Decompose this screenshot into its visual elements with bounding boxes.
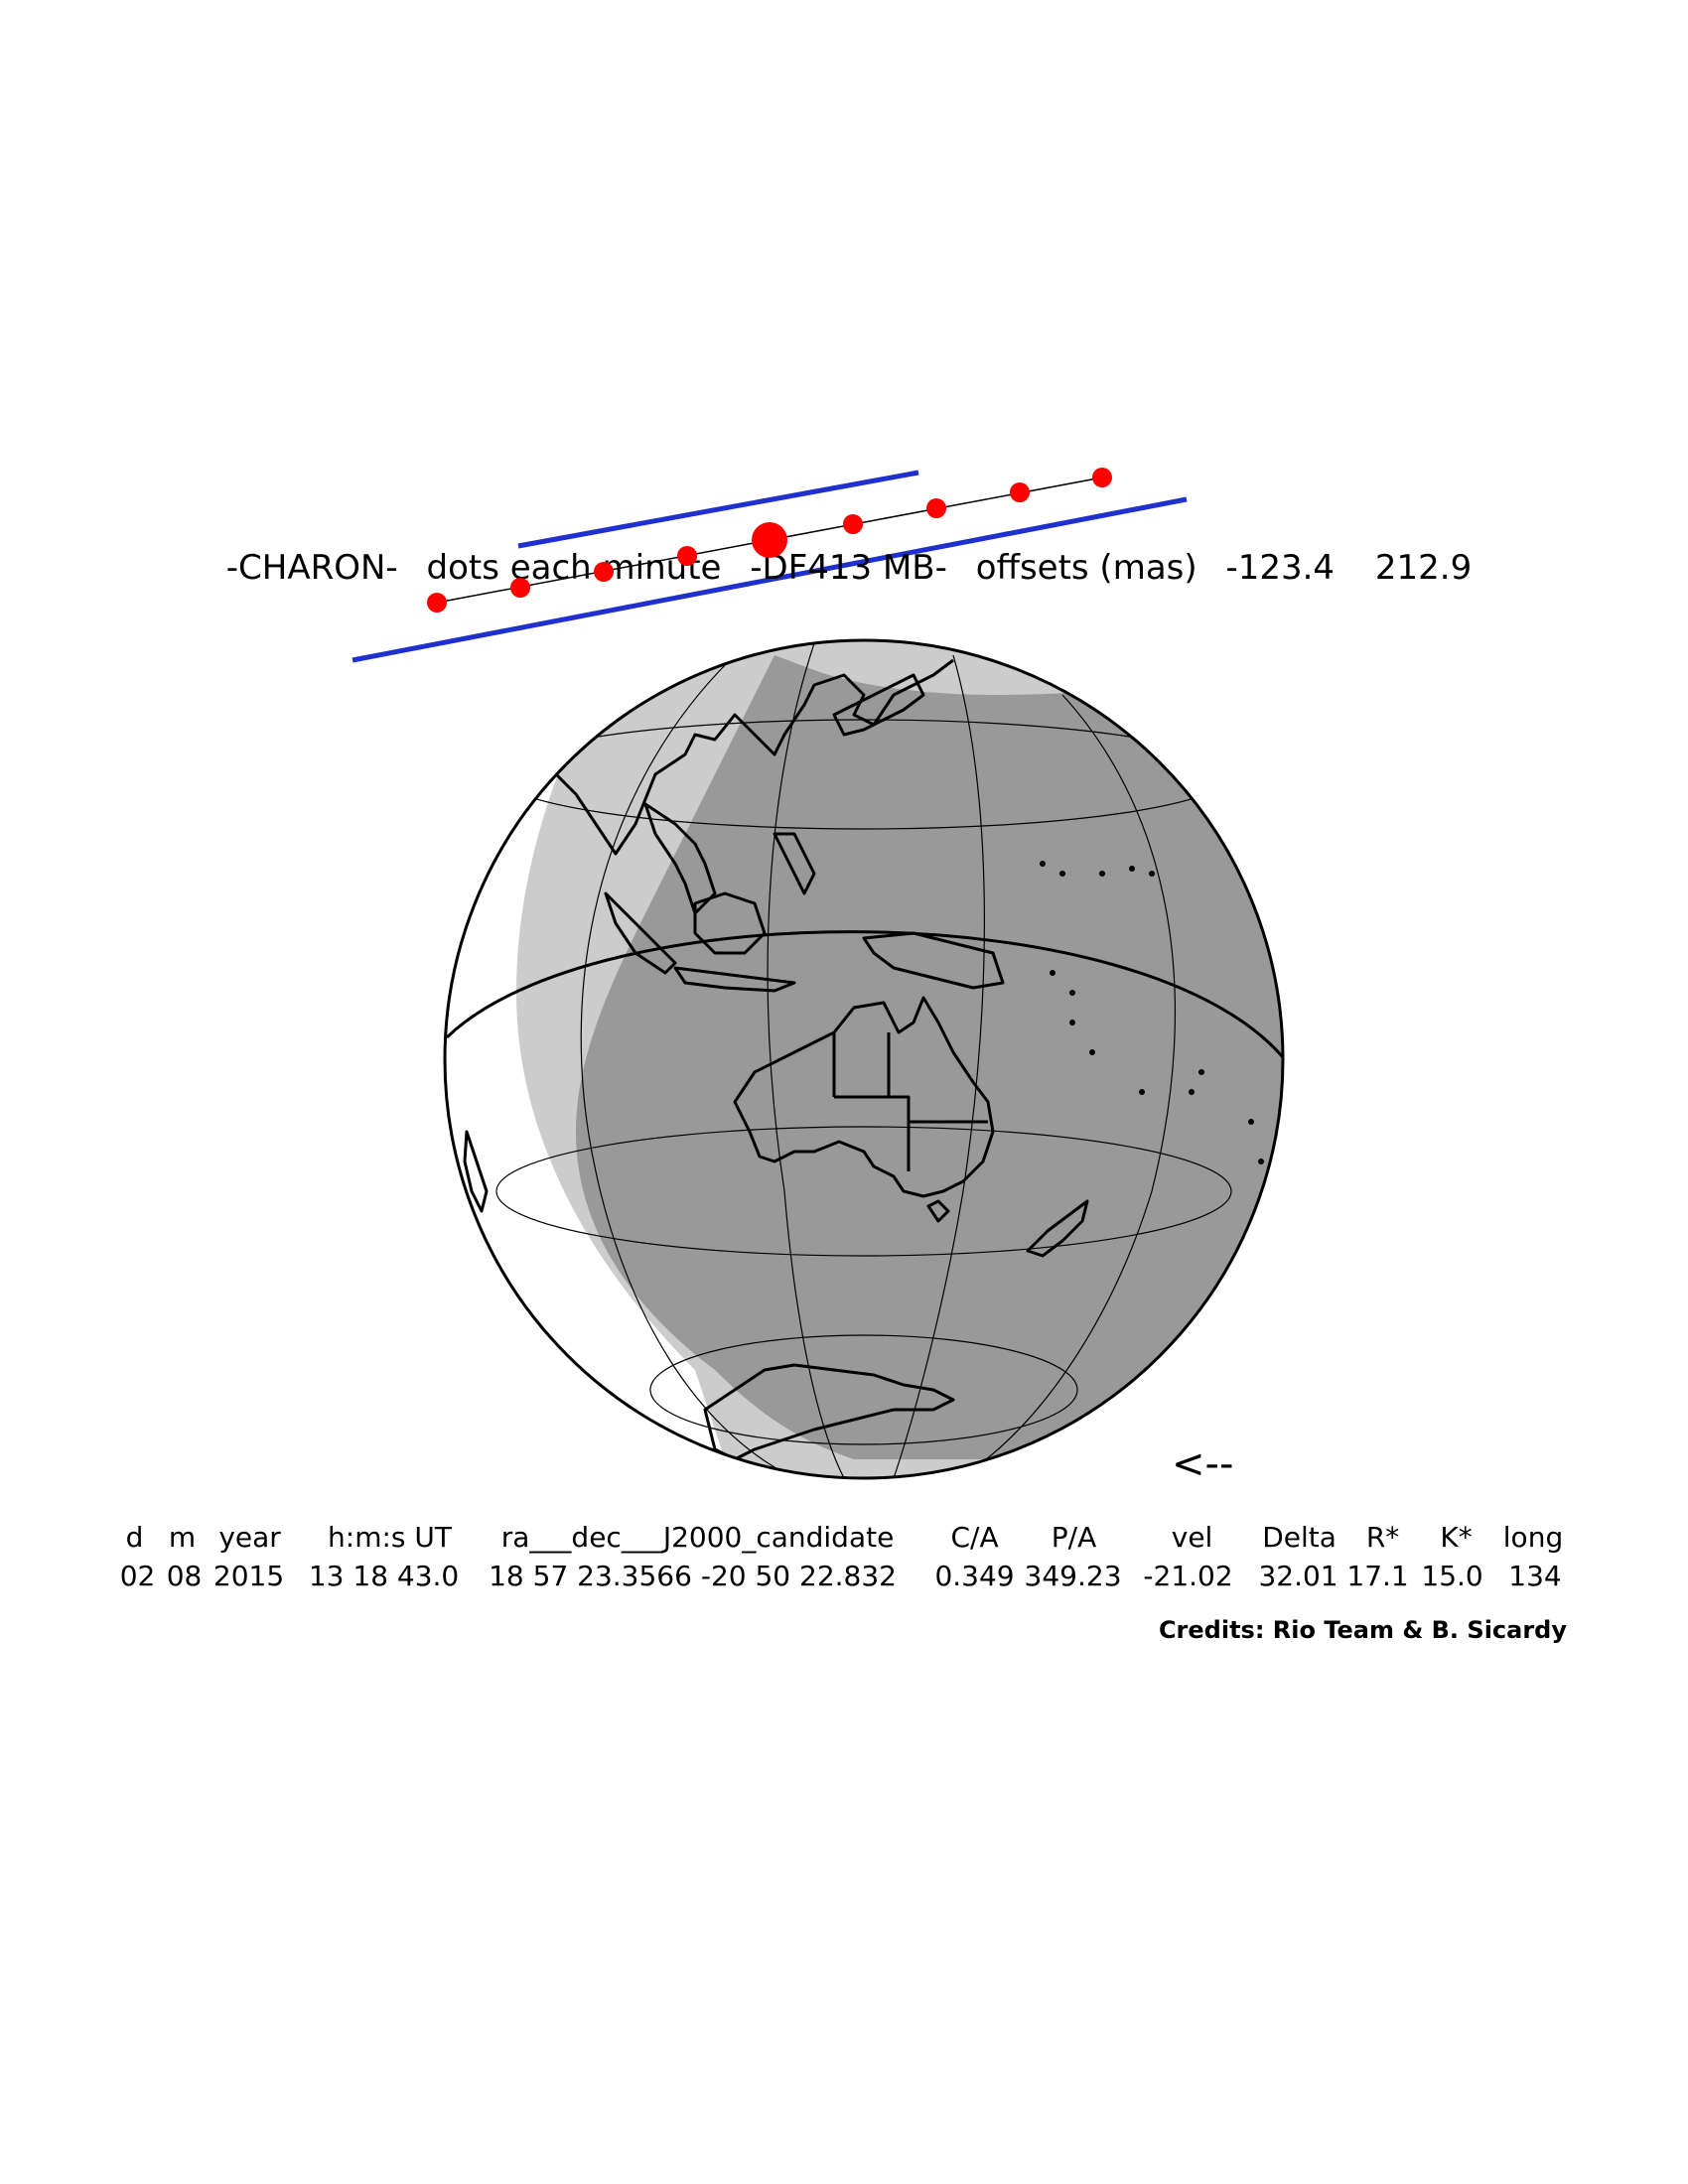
new-guinea (862, 931, 1005, 990)
title-offset-ra: -123.4 (1225, 548, 1335, 588)
title-dots-label: dots each minute (427, 548, 722, 588)
globe-outline (443, 638, 1285, 1480)
header-rstar: R* (1366, 1521, 1399, 1554)
value-radec: 18 57 23.3566 -20 50 22.832 (489, 1560, 897, 1592)
value-vel: -21.02 (1143, 1560, 1232, 1592)
value-time: 13 18 43.0 (309, 1560, 459, 1592)
minute-dots (427, 468, 1112, 613)
parallel-south-1 (495, 1126, 1232, 1257)
antarctica (703, 1363, 955, 1461)
minute-dot (594, 562, 614, 582)
australia (733, 996, 995, 1198)
value-ca: 0.349 (934, 1560, 1014, 1592)
map-title: -CHARON- dots each minute -DF413 MB- off… (226, 548, 1472, 588)
asia-coast (534, 658, 954, 856)
equator (445, 930, 1283, 1058)
shadow-limit-south (352, 496, 1188, 663)
title-offsets-label: offsets (mas) (976, 548, 1197, 588)
title-offset-dec: 212.9 (1375, 548, 1472, 588)
header-pa: P/A (1052, 1521, 1096, 1554)
madagascar (463, 1130, 489, 1213)
tasmania (926, 1199, 950, 1223)
meridian-2 (767, 642, 845, 1478)
value-m: 08 (167, 1560, 203, 1592)
value-d: 02 (120, 1560, 156, 1592)
header-ca: C/A (950, 1521, 998, 1554)
australia-state-borders (832, 1032, 988, 1171)
meridian-4 (972, 694, 1176, 1470)
borneo (693, 891, 767, 955)
header-d: d (126, 1521, 144, 1554)
header-m: m (169, 1521, 196, 1554)
java (673, 966, 796, 993)
meridian-1 (580, 659, 795, 1478)
minute-dot (1092, 468, 1112, 487)
minute-dot (510, 578, 530, 598)
minute-dot (677, 546, 697, 566)
indochina (643, 802, 717, 915)
value-rstar: 17.1 (1346, 1560, 1408, 1592)
title-station: -DF413 MB- (750, 548, 947, 588)
globe (443, 638, 1285, 1480)
ephemeris-table: d m year h:m:s UT ra___dec___J2000_candi… (120, 1521, 1563, 1592)
header-vel: vel (1172, 1521, 1213, 1554)
header-radec: ra___dec___J2000_candidate (501, 1521, 895, 1554)
meridian-3 (893, 654, 985, 1478)
motion-direction-arrow: <-- (1172, 1441, 1233, 1487)
header-delta: Delta (1262, 1521, 1336, 1554)
minute-dot (926, 498, 946, 518)
minute-dot (1010, 482, 1030, 502)
value-kstar: 15.0 (1421, 1560, 1482, 1592)
japan (832, 673, 925, 737)
value-year: 2015 (213, 1560, 284, 1592)
central-instant-dot (752, 522, 787, 558)
new-zealand (1026, 1199, 1089, 1258)
table-header-row: d m year h:m:s UT ra___dec___J2000_candi… (126, 1521, 1564, 1554)
header-long: long (1503, 1521, 1563, 1554)
table-value-row: 02 08 2015 13 18 43.0 18 57 23.3566 -20 … (120, 1560, 1562, 1592)
philippines (773, 832, 816, 895)
parallel-south-2 (649, 1334, 1078, 1445)
minute-dot (843, 514, 863, 534)
credits: Credits: Rio Team & B. Sicardy (1159, 1616, 1567, 1644)
title-object: -CHARON- (226, 548, 398, 588)
shadow-limit-north (517, 470, 919, 549)
value-pa: 349.23 (1025, 1560, 1122, 1592)
header-year: year (218, 1521, 281, 1554)
minute-dot (427, 593, 447, 613)
header-kstar: K* (1440, 1521, 1472, 1554)
value-delta: 32.01 (1258, 1560, 1337, 1592)
sumatra (604, 891, 677, 975)
value-long: 134 (1508, 1560, 1561, 1592)
header-time: h:m:s UT (328, 1521, 453, 1554)
